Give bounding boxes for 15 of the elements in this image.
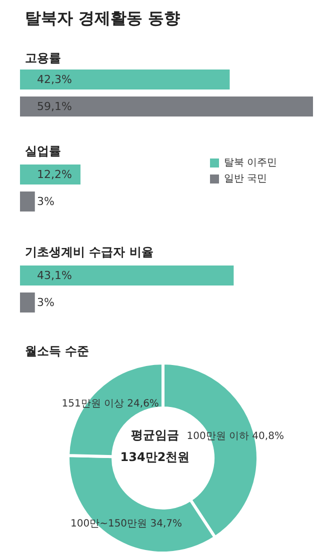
data-label: 3% [37, 195, 54, 208]
data-label: 3% [37, 296, 54, 309]
data-label: 59,1% [37, 100, 72, 113]
data-label: 12,2% [37, 168, 72, 181]
legend-label: 일반 국민 [224, 174, 268, 184]
data-label: 43,1% [37, 269, 72, 282]
chart-title: 탈북자 경제활동 동향 [25, 8, 180, 28]
text: 평균임금 [131, 428, 179, 442]
chart-title: 실업률 [25, 144, 61, 158]
legend-label: 탈북 이주민 [224, 158, 278, 168]
data-label: 42,3% [37, 73, 72, 86]
chart-title: 월소득 수준 [25, 344, 90, 358]
chart-subtitle: 고용률 [25, 51, 61, 65]
chart-title: 기초생계비 수급자 비율 [25, 245, 154, 259]
text: 134만2천원 [120, 450, 190, 464]
